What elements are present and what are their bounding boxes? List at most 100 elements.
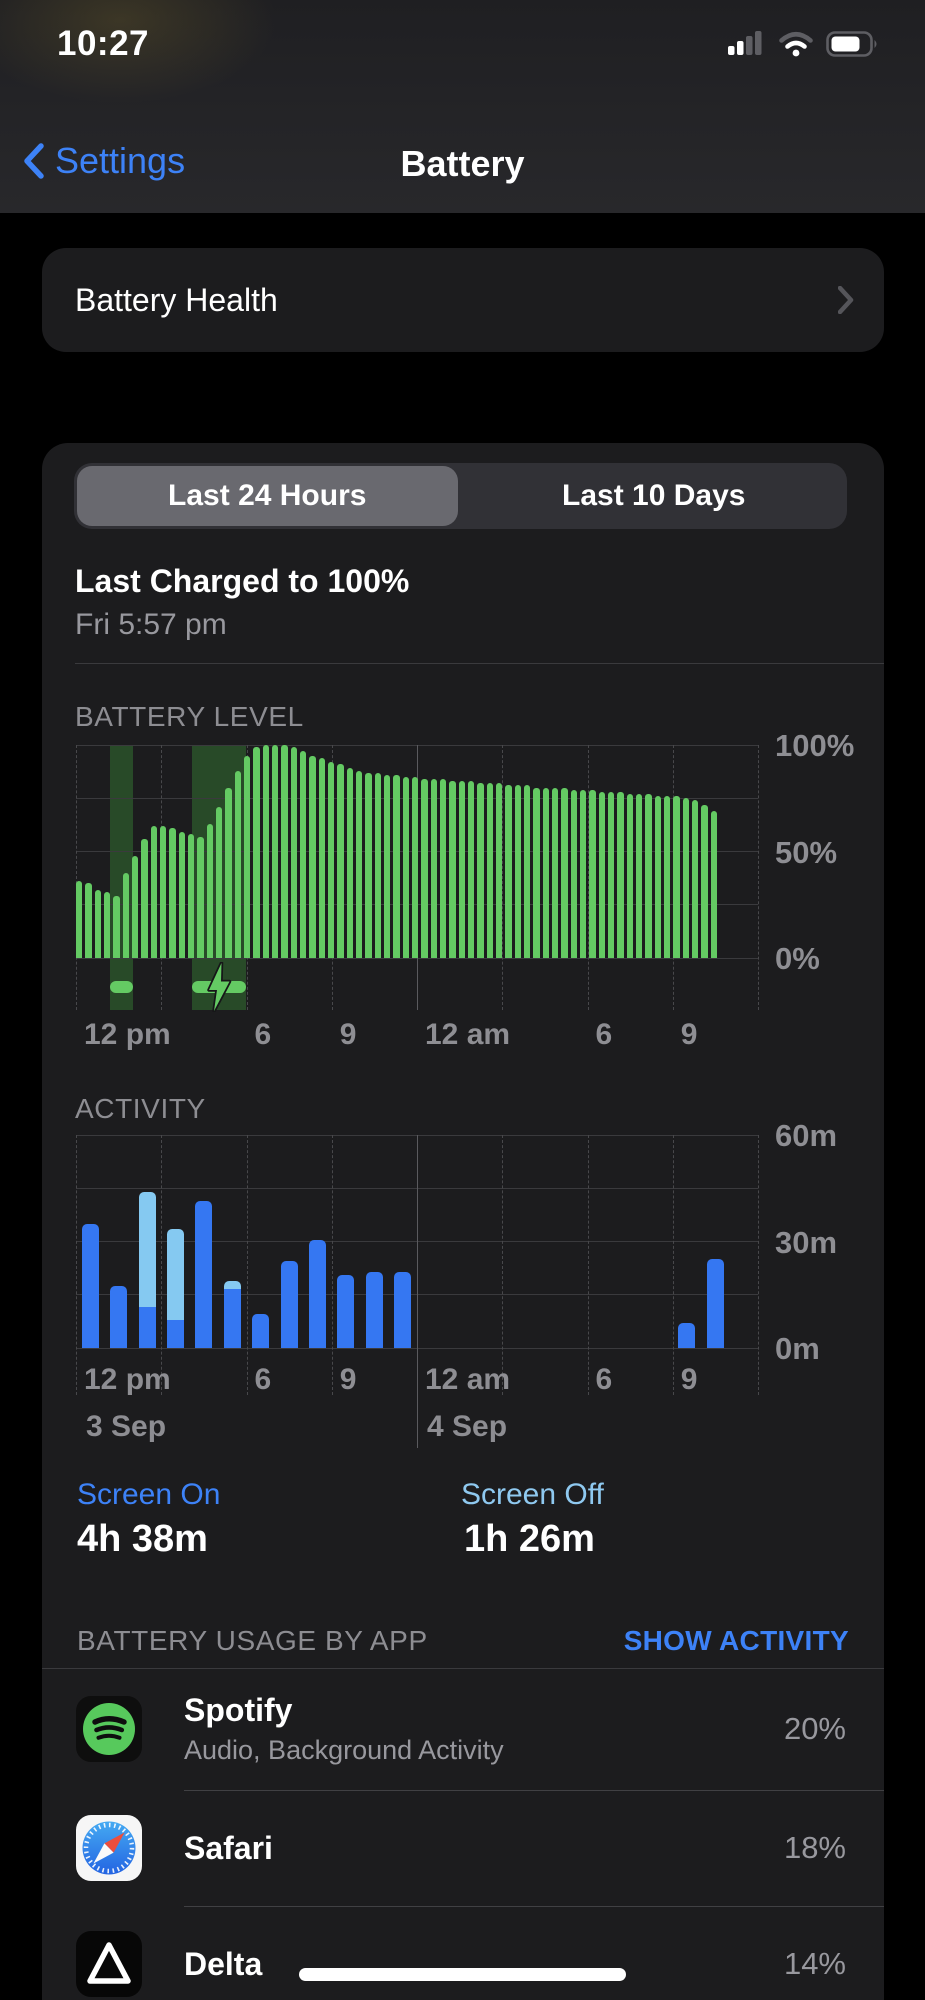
battery-level-bar xyxy=(215,806,223,958)
app-row-spotify[interactable]: Spotify Audio, Background Activity 20% xyxy=(42,1668,884,1790)
battery-level-bar xyxy=(290,747,298,958)
battery-level-bar xyxy=(467,781,475,958)
battery-level-bar xyxy=(654,796,661,958)
separator xyxy=(42,1668,884,1669)
battery-health-label: Battery Health xyxy=(75,281,278,318)
charging-period-band xyxy=(110,745,133,1010)
battery-level-bar xyxy=(243,755,251,958)
screen-on-label: Screen On xyxy=(77,1478,221,1511)
date-label: 3 Sep xyxy=(86,1410,167,1443)
segment-last-10-days[interactable]: Last 10 Days xyxy=(562,479,746,512)
gridline-vertical xyxy=(502,745,504,1010)
activity-bar-screen-on-segment xyxy=(195,1200,213,1348)
activity-bar-screen-on-segment xyxy=(309,1239,327,1348)
y-axis-label: 0% xyxy=(775,941,820,976)
battery-level-bar xyxy=(505,785,512,958)
status-icons xyxy=(728,30,878,57)
activity-bar xyxy=(365,1135,383,1348)
battery-level-bar xyxy=(346,768,354,958)
battery-level-bar xyxy=(150,825,158,958)
x-axis-label: 9 xyxy=(339,1018,357,1051)
gridline-midnight xyxy=(417,1135,418,1448)
app-row-delta[interactable]: Delta 14% xyxy=(42,1906,884,2000)
activity-bar xyxy=(81,1135,99,1348)
range-segmented-control: Last 24 Hours Last 10 Days xyxy=(74,463,847,529)
y-axis-label: 50% xyxy=(775,834,838,870)
activity-bar xyxy=(337,1135,355,1348)
activity-bar xyxy=(166,1135,184,1348)
battery-level-bar xyxy=(234,770,242,958)
battery-level-bar xyxy=(131,855,139,958)
battery-level-bar xyxy=(430,779,437,958)
x-axis-label: 12 pm xyxy=(84,1363,171,1396)
battery-level-bar xyxy=(383,774,391,958)
battery-level-bar xyxy=(691,800,699,958)
gridline-vertical xyxy=(246,1135,248,1395)
battery-level-bar xyxy=(159,825,167,958)
app-name: Spotify xyxy=(184,1692,293,1728)
wifi-icon xyxy=(779,31,813,56)
battery-level-bar xyxy=(514,785,521,958)
activity-bar-screen-on-segment xyxy=(337,1275,355,1348)
battery-level-bar xyxy=(76,881,83,958)
battery-charts-card: Last 24 Hours Last 10 Days Last Charged … xyxy=(42,443,884,2000)
back-button[interactable]: Settings xyxy=(23,140,185,182)
battery-level-bar xyxy=(523,785,531,958)
x-axis-label: 6 xyxy=(254,1018,272,1051)
battery-level-bar xyxy=(206,823,214,958)
y-axis-label: 30m xyxy=(775,1224,838,1260)
app-name: Delta xyxy=(184,1945,263,1982)
battery-level-bar xyxy=(663,796,671,958)
separator xyxy=(75,663,884,664)
activity-bar xyxy=(252,1135,270,1348)
app-row-safari[interactable]: Safari 18% xyxy=(42,1790,884,1906)
battery-level-bar xyxy=(271,745,279,958)
battery-level-bar xyxy=(542,787,549,958)
battery-level-bar xyxy=(449,781,456,958)
show-activity-button[interactable]: SHOW ACTIVITY xyxy=(623,1625,849,1656)
battery-level-bar xyxy=(299,751,307,958)
battery-level-bar xyxy=(281,745,288,958)
x-axis-label: 9 xyxy=(680,1018,698,1051)
battery-level-bar xyxy=(253,747,260,958)
segment-last-24-hours[interactable]: Last 24 Hours xyxy=(168,479,367,512)
battery-level-bar xyxy=(365,772,372,958)
battery-level-bar xyxy=(402,776,409,958)
battery-level-bar xyxy=(169,828,176,958)
battery-level-bar xyxy=(495,783,503,958)
last-charged-title: Last Charged to 100% xyxy=(75,563,410,599)
battery-level-bar xyxy=(598,791,605,958)
separator xyxy=(184,1790,884,1791)
home-indicator[interactable] xyxy=(299,1968,626,1981)
battery-level-bar xyxy=(355,770,363,958)
battery-level-bar xyxy=(561,787,568,958)
charging-bolt-icon xyxy=(206,961,233,1017)
battery-level-header: BATTERY LEVEL xyxy=(75,701,304,732)
gridline-vertical xyxy=(758,745,759,1010)
activity-bar xyxy=(309,1135,327,1348)
battery-level-bar xyxy=(551,787,559,958)
gridline-vertical xyxy=(331,1135,333,1395)
battery-health-cell[interactable]: Battery Health xyxy=(42,248,884,352)
gridline-vertical xyxy=(502,1135,504,1395)
activity-bar-screen-on-segment xyxy=(166,1319,184,1348)
x-axis-label: 9 xyxy=(339,1363,357,1396)
x-axis-label: 12 am xyxy=(425,1018,511,1051)
cellular-signal-icon xyxy=(728,31,762,55)
battery-level-bar xyxy=(682,798,689,958)
spotify-app-icon xyxy=(76,1696,142,1762)
activity-bar xyxy=(706,1135,724,1348)
last-charged-time: Fri 5:57 pm xyxy=(75,608,227,641)
gridline-vertical xyxy=(161,1135,163,1395)
charging-capsule xyxy=(110,981,133,993)
battery-level-bar xyxy=(327,762,335,958)
gridline-vertical xyxy=(587,745,589,1010)
battery-level-bar xyxy=(617,791,624,958)
activity-bar xyxy=(138,1135,156,1348)
activity-bar-screen-on-segment xyxy=(223,1289,241,1348)
y-axis-label: 100% xyxy=(775,728,855,763)
charging-capsule xyxy=(191,961,247,1013)
gridline-vertical xyxy=(76,1135,77,1395)
page-title: Battery xyxy=(400,143,525,184)
